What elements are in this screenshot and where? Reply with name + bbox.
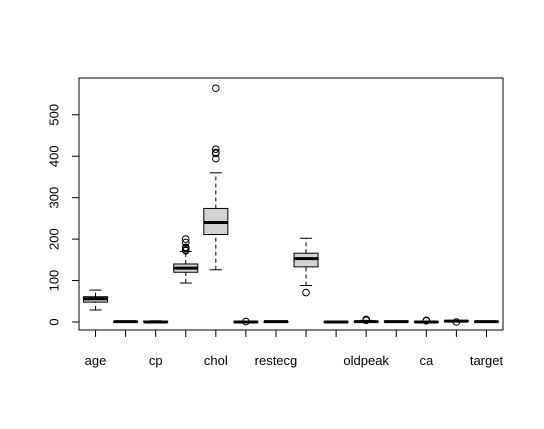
x-tick-label: age xyxy=(85,353,107,368)
box-sex xyxy=(113,320,139,324)
x-tick-label: ca xyxy=(419,353,434,368)
y-tick-label: 300 xyxy=(46,187,61,209)
box-age xyxy=(83,289,109,311)
box-fbs xyxy=(233,317,259,326)
box-restecg xyxy=(263,320,289,324)
y-tick-label: 400 xyxy=(46,145,61,167)
box-ca xyxy=(413,316,439,325)
x-tick-label: restecg xyxy=(255,353,298,368)
y-axis: 0 100 200 300 400 500 xyxy=(46,104,80,326)
x-tick-label: target xyxy=(470,353,504,368)
y-tick-label: 200 xyxy=(46,228,61,250)
box-target xyxy=(473,320,499,324)
box-group xyxy=(83,84,499,326)
box-exang xyxy=(323,320,349,324)
outlier-point xyxy=(242,317,250,326)
outlier-point xyxy=(181,238,190,247)
outlier-point xyxy=(362,315,370,324)
outlier-point xyxy=(181,235,190,243)
y-tick-label: 100 xyxy=(46,270,61,292)
outlier-point xyxy=(302,288,310,297)
box-cp xyxy=(143,320,169,324)
outlier-point xyxy=(181,243,190,252)
outlier-point xyxy=(452,318,461,326)
x-tick-label: cp xyxy=(149,353,163,368)
y-tick-label: 0 xyxy=(46,318,61,325)
x-tick-label: chol xyxy=(204,353,228,368)
y-tick-label: 500 xyxy=(46,104,61,126)
outlier-point xyxy=(212,148,220,157)
box-slope xyxy=(383,320,409,324)
box-chol xyxy=(203,84,229,271)
x-axis: age cp chol restecg oldpeak ca target xyxy=(85,329,504,368)
x-tick-label: oldpeak xyxy=(343,353,389,368)
box-thalach xyxy=(293,237,319,297)
box-thal xyxy=(443,318,469,326)
box-trestbps xyxy=(173,235,199,284)
outlier-point xyxy=(422,316,431,325)
box-oldpeak xyxy=(353,315,379,325)
outlier-point xyxy=(212,84,220,93)
outlier-point xyxy=(212,145,220,153)
